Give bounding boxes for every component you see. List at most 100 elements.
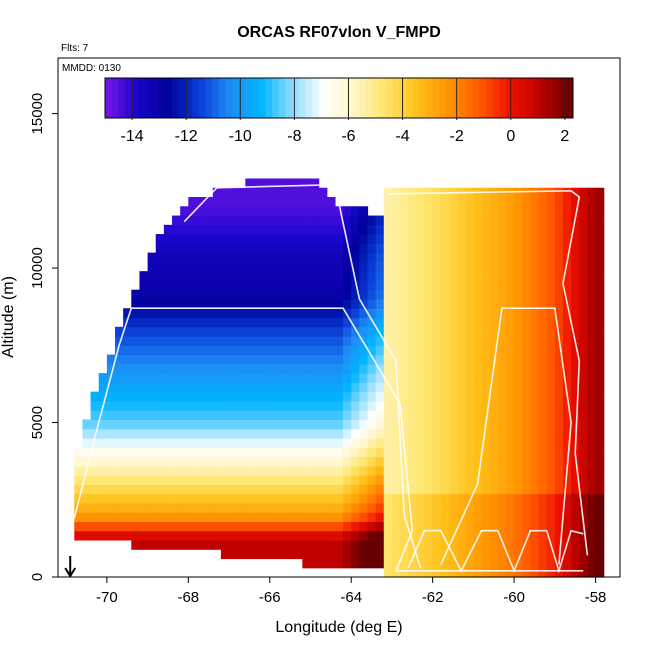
heat-cell (562, 493, 572, 504)
heat-cell (538, 456, 548, 467)
heat-cell (196, 243, 206, 254)
chart-title: ORCAS RF07vlon V_FMPD (237, 24, 441, 41)
heat-cell (318, 354, 328, 365)
heat-cell (408, 373, 417, 383)
heat-cell (595, 530, 605, 541)
heat-cell (302, 428, 312, 439)
heat-cell (204, 271, 214, 282)
heat-cell (408, 317, 417, 328)
heat-cell (440, 271, 450, 282)
heat-cell (424, 336, 434, 346)
heat-cell (391, 530, 401, 541)
heat-cell (115, 521, 124, 532)
heat-cell (514, 280, 523, 291)
heat-cell (530, 206, 540, 217)
heat-cell (473, 197, 483, 207)
heat-cell (163, 308, 173, 319)
heat-cell (473, 419, 483, 430)
heat-cell (440, 289, 450, 300)
heat-cell (440, 484, 450, 495)
heat-cell (432, 465, 442, 476)
heat-cell (367, 456, 377, 467)
heat-cell (457, 234, 466, 244)
colorbar-segment (512, 78, 521, 118)
heat-cell (473, 345, 483, 356)
heat-cell (587, 206, 597, 217)
heat-cell (554, 437, 564, 448)
heat-cell (465, 317, 474, 328)
heat-cell (538, 289, 548, 300)
heat-cell (497, 308, 507, 319)
heat-cell (408, 410, 417, 421)
heat-cell (310, 521, 320, 532)
heat-cell (245, 215, 255, 226)
heat-cell (473, 261, 483, 272)
heat-cell (400, 549, 409, 560)
heat-cell (351, 539, 360, 550)
colorbar-tick-label: -8 (287, 128, 301, 145)
heat-cell (163, 234, 173, 244)
heat-cell (367, 363, 377, 374)
heat-cell (98, 410, 108, 421)
heat-cell (481, 252, 491, 263)
heat-cell (326, 549, 336, 560)
heat-cell (115, 354, 124, 365)
heat-cell (473, 298, 483, 309)
heat-cell (310, 428, 320, 439)
heat-cell (440, 215, 450, 226)
heat-cell (383, 363, 393, 374)
heat-cell (408, 280, 417, 291)
heat-cell (294, 465, 303, 476)
heat-cell (147, 447, 157, 458)
heat-cell (343, 539, 352, 550)
heat-cell (261, 215, 271, 226)
heat-cell (98, 475, 108, 485)
heat-cell (253, 410, 263, 421)
heat-cell (579, 391, 589, 402)
colorbar-segment (432, 78, 440, 118)
colorbar-segment (292, 78, 300, 118)
heat-cell (579, 419, 589, 430)
heat-cell (163, 261, 173, 272)
heat-cell (212, 437, 222, 448)
heat-cell (522, 484, 532, 495)
heat-cell (237, 317, 246, 328)
heat-cell (196, 280, 206, 291)
heat-cell (400, 345, 409, 356)
heat-cell (212, 308, 222, 319)
heat-cell (253, 419, 263, 430)
heat-cell (530, 336, 540, 346)
heat-cell (554, 530, 564, 541)
heat-cell (106, 419, 116, 430)
heat-cell (318, 336, 328, 346)
heat-cell (383, 326, 393, 337)
heat-cell (432, 530, 442, 541)
heat-cell (562, 512, 572, 522)
heat-cell (571, 521, 580, 532)
heat-cell (343, 354, 352, 365)
heat-cell (514, 187, 523, 198)
heat-cell (416, 289, 426, 300)
heat-cell (245, 447, 255, 458)
heat-cell (514, 271, 523, 282)
heat-cell (147, 512, 157, 522)
heat-cell (554, 234, 564, 244)
heat-cell (326, 206, 336, 217)
heat-cell (139, 326, 149, 337)
heat-cell (302, 363, 312, 374)
heat-cell (253, 308, 263, 319)
heat-cell (204, 252, 214, 263)
colorbar-segment (359, 78, 367, 118)
heat-cell (481, 493, 491, 504)
heat-cell (465, 493, 474, 504)
heat-cell (554, 289, 564, 300)
heat-cell (229, 345, 238, 356)
heat-cell (505, 298, 515, 309)
heat-cell (74, 475, 84, 485)
heat-cell (465, 437, 474, 448)
heat-cell (497, 234, 507, 244)
colorbar-segment (405, 78, 414, 118)
heat-cell (579, 567, 589, 578)
heat-cell (326, 345, 336, 356)
heat-cell (294, 252, 303, 263)
